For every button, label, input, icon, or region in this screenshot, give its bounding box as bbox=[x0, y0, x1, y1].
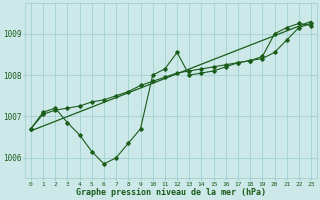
X-axis label: Graphe pression niveau de la mer (hPa): Graphe pression niveau de la mer (hPa) bbox=[76, 188, 266, 197]
